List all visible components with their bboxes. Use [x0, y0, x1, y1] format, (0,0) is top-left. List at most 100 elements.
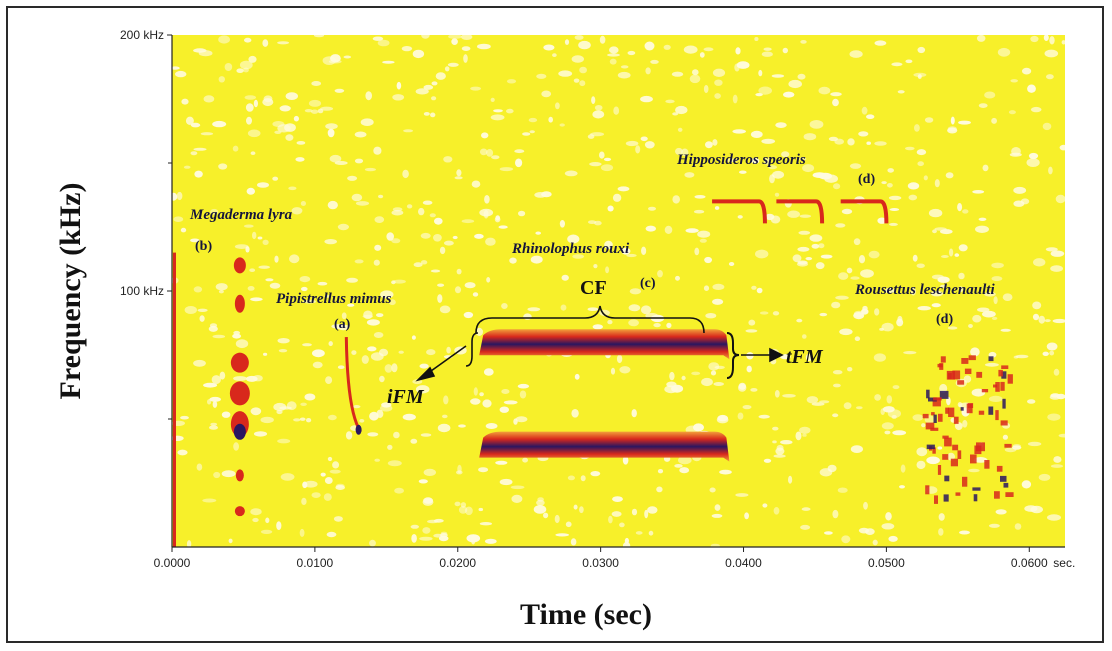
noise-speck: [736, 61, 750, 69]
noise-speck: [1011, 147, 1021, 156]
noise-speck: [608, 515, 613, 524]
noise-speck: [666, 322, 672, 329]
noise-speck: [304, 480, 318, 488]
noise-speck: [541, 90, 552, 98]
noise-speck: [833, 383, 841, 388]
noise-speck: [725, 158, 738, 163]
noise-speck: [809, 120, 824, 129]
noise-speck: [343, 55, 352, 59]
noise-speck: [692, 69, 699, 76]
x-axis-title: Time (sec): [520, 598, 652, 631]
noise-speck: [324, 239, 338, 245]
noise-speck: [420, 433, 432, 437]
noise-speck: [190, 151, 198, 156]
noise-speck: [522, 457, 528, 463]
cf-brace: [475, 305, 705, 334]
noise-speck: [1032, 301, 1042, 310]
noise-speck: [1002, 293, 1013, 302]
noise-speck: [701, 377, 713, 387]
noise-speck: [962, 420, 968, 428]
hipposideros-pulse: [712, 199, 767, 224]
rousettus-click: [984, 460, 990, 469]
noise-speck: [863, 501, 868, 510]
rousettus-click: [970, 454, 977, 464]
noise-speck: [693, 423, 704, 432]
noise-speck: [714, 79, 723, 86]
noise-speck: [988, 395, 1003, 402]
noise-speck: [285, 92, 298, 100]
noise-speck: [830, 92, 842, 97]
noise-speck: [941, 255, 949, 258]
rousettus-click: [922, 413, 929, 419]
noise-speck: [947, 326, 958, 330]
noise-speck: [506, 108, 514, 114]
noise-speck: [865, 528, 875, 535]
noise-speck: [495, 215, 501, 221]
noise-speck: [712, 68, 726, 78]
rousettus-click: [932, 447, 936, 454]
rousettus-click: [937, 363, 943, 368]
noise-speck: [691, 371, 701, 376]
noise-speck: [193, 286, 203, 293]
noise-speck: [716, 416, 729, 424]
rousettus-click: [995, 382, 1000, 392]
noise-speck: [762, 503, 768, 508]
noise-speck: [1059, 144, 1065, 151]
noise-speck: [984, 291, 996, 297]
noise-speck: [366, 319, 380, 326]
noise-speck: [380, 404, 393, 412]
noise-speck: [640, 95, 653, 103]
noise-speck: [499, 478, 513, 486]
rousettus-click: [981, 389, 989, 393]
noise-speck: [401, 46, 413, 52]
noise-speck: [1049, 36, 1055, 45]
noise-speck: [795, 431, 802, 441]
noise-speck: [561, 274, 569, 281]
noise-speck: [260, 529, 273, 535]
noise-speck: [940, 229, 953, 235]
y-tick-label: 200 kHz: [120, 28, 164, 42]
noise-speck: [982, 310, 996, 318]
noise-speck: [517, 383, 530, 389]
noise-speck: [881, 422, 894, 430]
noise-speck: [208, 325, 218, 332]
noise-speck: [463, 54, 468, 63]
noise-speck: [327, 200, 338, 210]
noise-speck: [611, 511, 622, 517]
noise-speck: [714, 365, 725, 370]
noise-speck: [233, 442, 240, 451]
noise-speck: [958, 244, 968, 252]
noise-speck: [703, 85, 709, 93]
noise-speck: [313, 35, 325, 38]
noise-speck: [921, 423, 926, 428]
noise-speck: [850, 276, 860, 280]
noise-speck: [559, 220, 566, 228]
noise-speck: [916, 460, 926, 470]
noise-speck: [481, 132, 489, 139]
noise-speck: [262, 239, 269, 245]
noise-speck: [656, 486, 663, 493]
noise-speck: [331, 324, 345, 329]
noise-speck: [327, 128, 335, 138]
noise-speck: [415, 88, 429, 95]
noise-speck: [215, 283, 228, 291]
noise-speck: [751, 157, 760, 164]
noise-speck: [233, 330, 241, 335]
noise-speck: [378, 194, 384, 199]
noise-speck: [529, 130, 535, 134]
noise-speck: [431, 96, 437, 101]
noise-speck: [452, 235, 458, 240]
noise-speck: [482, 399, 492, 408]
noise-speck: [997, 47, 1011, 57]
noise-speck: [280, 473, 295, 481]
noise-speck: [931, 274, 944, 280]
noise-speck: [847, 367, 853, 372]
noise-speck: [176, 191, 183, 201]
rousettus-click: [942, 435, 949, 439]
rousettus-click: [978, 410, 985, 415]
noise-speck: [843, 402, 852, 410]
noise-speck: [422, 527, 431, 534]
label-tfm: tFM: [786, 346, 824, 368]
noise-speck: [248, 55, 257, 63]
